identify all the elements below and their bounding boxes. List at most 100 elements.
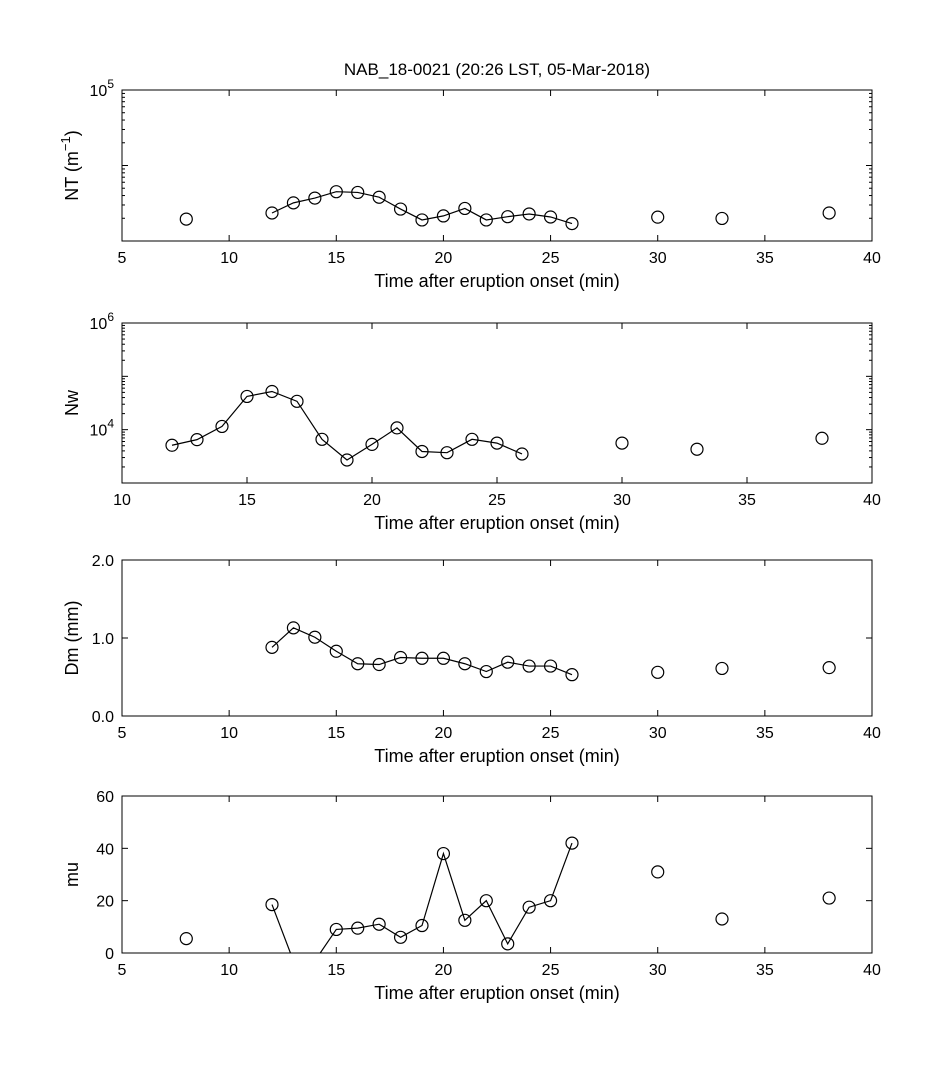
data-point [329,644,343,658]
data-point [265,640,279,654]
plot-frame [121,795,873,954]
data-point [240,389,254,404]
series-line-nw [171,390,523,461]
data-point [615,436,629,450]
y-tick-label: 106 [90,310,115,333]
data-point [715,661,729,676]
y-tick-label: 1.0 [92,631,114,648]
x-tick-label: 40 [863,725,881,742]
data-point [565,668,579,682]
y-tick-label: 105 [90,77,115,100]
data-point [822,206,836,220]
x-tick-label: 5 [118,962,127,979]
x-axis-title: Time after eruption onset (min) [374,513,619,533]
data-point [465,432,479,446]
data-point [815,431,829,445]
x-tick-label: 25 [542,962,560,979]
data-point [651,865,665,879]
plot-frame [121,322,873,484]
y-axis-title: mu [62,862,82,887]
data-point [179,932,193,946]
plot-frame [121,559,873,717]
panel-dm: 5 10 15 20 25 30 35 40 0.0 1.0 2.0 Time after erupt… [62,553,881,766]
data-point [458,657,472,671]
data-point [415,444,429,459]
x-tick-label: 15 [327,962,345,979]
data-point [351,657,365,671]
x-tick-label: 30 [649,250,667,267]
data-point [543,210,558,224]
y-tick-label: 20 [96,894,114,911]
data-point [565,217,579,231]
data-point [490,436,504,450]
x-tick-label: 15 [327,250,345,267]
data-point [822,891,836,905]
data-point [393,930,408,944]
data-point [822,661,836,675]
x-tick-label: 25 [488,492,506,509]
data-point [415,651,429,665]
x-tick-label: 35 [738,492,756,509]
data-point [351,185,365,200]
panel-nw: 10 15 20 25 30 35 40 104 106 Time after eruption … [62,310,881,533]
data-point [308,630,322,644]
data-point [690,442,704,456]
data-point [372,657,386,672]
data-point [329,185,343,199]
data-point [543,894,558,908]
y-tick-label: 0 [105,946,114,963]
y-tick-label: 60 [96,789,114,806]
series-line-dm [271,627,573,676]
data-point [393,202,408,216]
x-tick-label: 40 [863,492,881,509]
x-tick-label: 30 [649,962,667,979]
data-point [436,209,451,223]
data-point [329,922,343,937]
data-point [651,665,665,679]
y-tick-label: 104 [90,417,115,440]
data-point [390,421,404,435]
x-tick-label: 10 [113,492,131,509]
data-point [179,212,193,226]
y-tick-label: 40 [96,841,114,858]
data-point [215,419,229,434]
x-tick-label: 5 [118,250,127,267]
data-point [286,621,301,635]
data-point [372,190,386,204]
x-tick-label: 40 [863,250,881,267]
data-point [290,394,304,408]
data-point [372,917,386,931]
data-point [458,201,472,216]
x-axis-title: Time after eruption onset (min) [374,983,619,1003]
x-tick-label: 15 [238,492,256,509]
data-point [543,659,558,673]
data-point [565,836,579,850]
data-point [365,437,379,451]
x-tick-label: 20 [363,492,381,509]
data-point [415,918,429,933]
data-point [522,900,536,914]
data-point [265,384,279,399]
x-tick-label: 20 [435,962,453,979]
data-point [479,213,493,227]
x-tick-label: 35 [756,725,774,742]
data-point [515,447,529,461]
data-point [715,912,729,926]
data-point [436,846,451,861]
data-point [479,894,493,908]
x-tick-label: 35 [756,250,774,267]
x-axis-title: Time after eruption onset (min) [374,271,619,291]
x-tick-label: 35 [756,962,774,979]
data-point [315,432,329,446]
data-point [522,207,536,221]
panel-nt: 5 10 15 20 25 30 35 40 105 Time after eruption on… [58,77,881,291]
data-point [479,664,493,679]
data-point [522,659,536,673]
data-point [715,211,729,226]
data-point [190,433,204,447]
x-tick-label: 10 [220,725,238,742]
x-tick-label: 30 [613,492,631,509]
data-point [415,213,429,227]
series-line-nt [271,191,573,225]
